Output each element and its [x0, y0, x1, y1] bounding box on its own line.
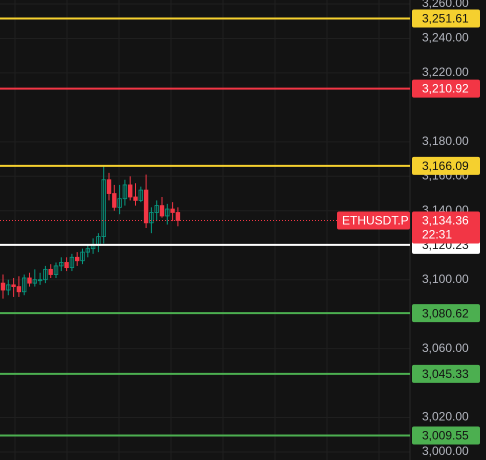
last-price-label: 3,134.36 [422, 214, 469, 228]
level-label-box [412, 156, 480, 175]
level-label-box [412, 304, 480, 323]
y-tick-label: 3,000.00 [422, 444, 469, 458]
candle-body [112, 193, 117, 208]
level-label: 3,251.61 [422, 12, 469, 26]
candle-body [21, 277, 27, 293]
candle-body [143, 189, 149, 224]
y-tick-label: 3,020.00 [422, 410, 469, 424]
level-label: 3,045.33 [422, 367, 469, 381]
level-label: 3,080.62 [422, 306, 469, 320]
candle-body [106, 179, 112, 194]
candle-body [122, 184, 128, 200]
candle-body [117, 198, 122, 208]
candle-body [53, 265, 59, 275]
candle-body [64, 262, 69, 269]
candle-body [11, 284, 16, 287]
candle-body [48, 268, 53, 275]
candle-body [16, 286, 22, 293]
y-tick-label: 3,260.00 [422, 0, 469, 10]
symbol-label: ETHUSDT.P [342, 214, 409, 228]
level-label-box [412, 9, 480, 28]
y-tick-label: 3,220.00 [422, 65, 469, 79]
candle-body [159, 205, 165, 217]
candle-body [154, 205, 159, 213]
candle-body [32, 279, 37, 284]
level-label-box [412, 79, 480, 98]
candle-body [175, 212, 181, 221]
candle-body [85, 248, 90, 253]
candle-body [75, 256, 80, 262]
level-label-box [412, 364, 480, 383]
candle-body [127, 184, 133, 198]
symbol-box [337, 211, 410, 230]
candle-body [37, 279, 43, 282]
candle-body [0, 282, 6, 291]
y-tick-label: 3,240.00 [422, 31, 469, 45]
candle-body [138, 189, 143, 201]
candle-body [133, 196, 138, 201]
candle-body [80, 251, 85, 262]
y-tick-label: 3,180.00 [422, 134, 469, 148]
candle-body [170, 208, 175, 213]
candle-body [149, 212, 154, 224]
candle-body [101, 179, 106, 238]
y-tick-label: 3,060.00 [422, 341, 469, 355]
candle-body [59, 262, 64, 267]
y-tick-label: 3,100.00 [422, 272, 469, 286]
level-label-box [412, 426, 480, 445]
candle-body [165, 208, 170, 217]
countdown-label: 22:31 [422, 228, 452, 242]
candle-body [69, 256, 75, 269]
level-label: 3,009.55 [422, 429, 469, 443]
candle-body [27, 277, 32, 284]
level-label: 3,210.92 [422, 82, 469, 96]
last-price-box [412, 211, 480, 244]
level-label: 3,166.09 [422, 159, 469, 173]
candle-body [43, 268, 48, 281]
candle-body [6, 284, 11, 291]
